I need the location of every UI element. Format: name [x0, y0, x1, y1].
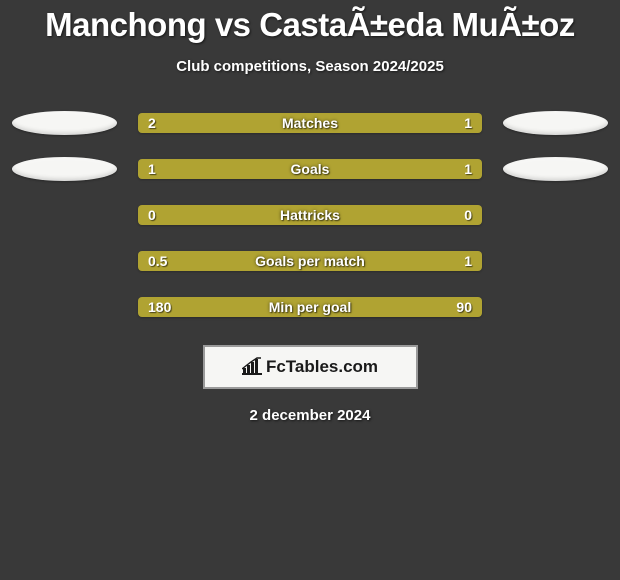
avatar-spacer: [503, 249, 608, 273]
avatar-spacer: [12, 295, 117, 319]
stat-label: Goals: [138, 159, 482, 179]
stat-label: Min per goal: [138, 297, 482, 317]
stat-row: 0.51Goals per match: [0, 251, 620, 271]
player-left-avatar: [12, 157, 117, 181]
stat-row: 21Matches: [0, 113, 620, 133]
stat-row: 00Hattricks: [0, 205, 620, 225]
brand-box[interactable]: FcTables.com: [203, 345, 418, 389]
stat-bar: 00Hattricks: [138, 205, 482, 225]
avatar-spacer: [12, 249, 117, 273]
stat-bar: 18090Min per goal: [138, 297, 482, 317]
stat-label: Matches: [138, 113, 482, 133]
page-title: Manchong vs CastaÃ±eda MuÃ±oz: [0, 0, 620, 44]
avatar-spacer: [12, 203, 117, 227]
player-right-avatar: [503, 111, 608, 135]
stat-bar: 0.51Goals per match: [138, 251, 482, 271]
stat-row: 11Goals: [0, 159, 620, 179]
stat-row: 18090Min per goal: [0, 297, 620, 317]
date-line: 2 december 2024: [0, 407, 620, 424]
avatar-spacer: [503, 295, 608, 319]
avatar-spacer: [503, 203, 608, 227]
player-right-avatar: [503, 157, 608, 181]
player-left-avatar: [12, 111, 117, 135]
stats-container: 21Matches 11Goals 00Hattricks 0.51Goals per…: [0, 113, 620, 317]
page-subtitle: Club competitions, Season 2024/2025: [0, 58, 620, 75]
chart-icon: [242, 357, 262, 378]
brand-label: FcTables.com: [266, 357, 378, 377]
stat-bar: 11Goals: [138, 159, 482, 179]
stat-label: Goals per match: [138, 251, 482, 271]
stat-label: Hattricks: [138, 205, 482, 225]
stat-bar: 21Matches: [138, 113, 482, 133]
